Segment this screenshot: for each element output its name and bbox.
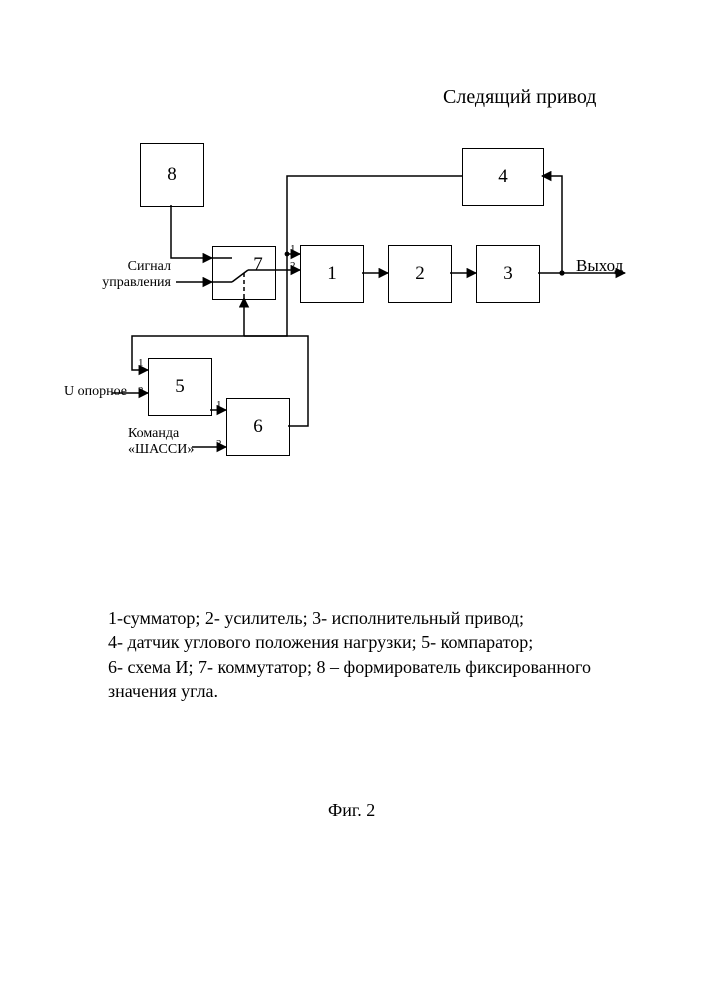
node-4-label: 4 bbox=[498, 166, 508, 188]
label-control-signal: Сигнал управления bbox=[85, 259, 171, 291]
node-6-label: 6 bbox=[253, 416, 263, 438]
port-n6-2: 2 bbox=[216, 438, 222, 450]
figure-caption: Фиг. 2 bbox=[328, 800, 375, 821]
legend-line-2: 4- датчик углового положения нагрузки; 5… bbox=[108, 630, 648, 654]
node-8-label: 8 bbox=[167, 164, 177, 186]
legend-line-3: 6- схема И; 7- коммутатор; 8 – формирова… bbox=[108, 655, 648, 679]
node-5-label: 5 bbox=[175, 376, 185, 398]
legend: 1-сумматор; 2- усилитель; 3- исполнитель… bbox=[108, 606, 648, 703]
node-1-label: 1 bbox=[327, 263, 337, 285]
node-8: 8 bbox=[140, 143, 204, 207]
port-n1-2: 2 bbox=[290, 260, 296, 272]
node-2: 2 bbox=[388, 245, 452, 303]
node-4: 4 bbox=[462, 148, 544, 206]
node-3: 3 bbox=[476, 245, 540, 303]
node-2-label: 2 bbox=[415, 263, 425, 285]
node-6: 6 bbox=[226, 398, 290, 456]
node-5: 5 bbox=[148, 358, 212, 416]
label-chassis: Команда «ШАССИ» bbox=[128, 426, 194, 458]
label-output: Выход bbox=[576, 256, 623, 276]
page-root: Следящий привод 8 4 7 1 2 3 5 6 Сигнал у… bbox=[0, 0, 707, 1000]
port-n1-1: 1 bbox=[290, 243, 296, 255]
port-n5-1: 1 bbox=[138, 357, 144, 369]
diagram-wires bbox=[0, 0, 707, 1000]
node-3-label: 3 bbox=[503, 263, 513, 285]
legend-line-1: 1-сумматор; 2- усилитель; 3- исполнитель… bbox=[108, 606, 648, 630]
legend-line-4: значения угла. bbox=[108, 679, 648, 703]
label-u-ref: U опорное bbox=[64, 384, 127, 400]
port-n5-2: 2 bbox=[138, 385, 144, 397]
node-1: 1 bbox=[300, 245, 364, 303]
port-n6-1: 1 bbox=[216, 399, 222, 411]
diagram-title: Следящий привод bbox=[443, 86, 596, 109]
node-7: 7 bbox=[212, 246, 276, 300]
node-7-label: 7 bbox=[253, 254, 263, 276]
